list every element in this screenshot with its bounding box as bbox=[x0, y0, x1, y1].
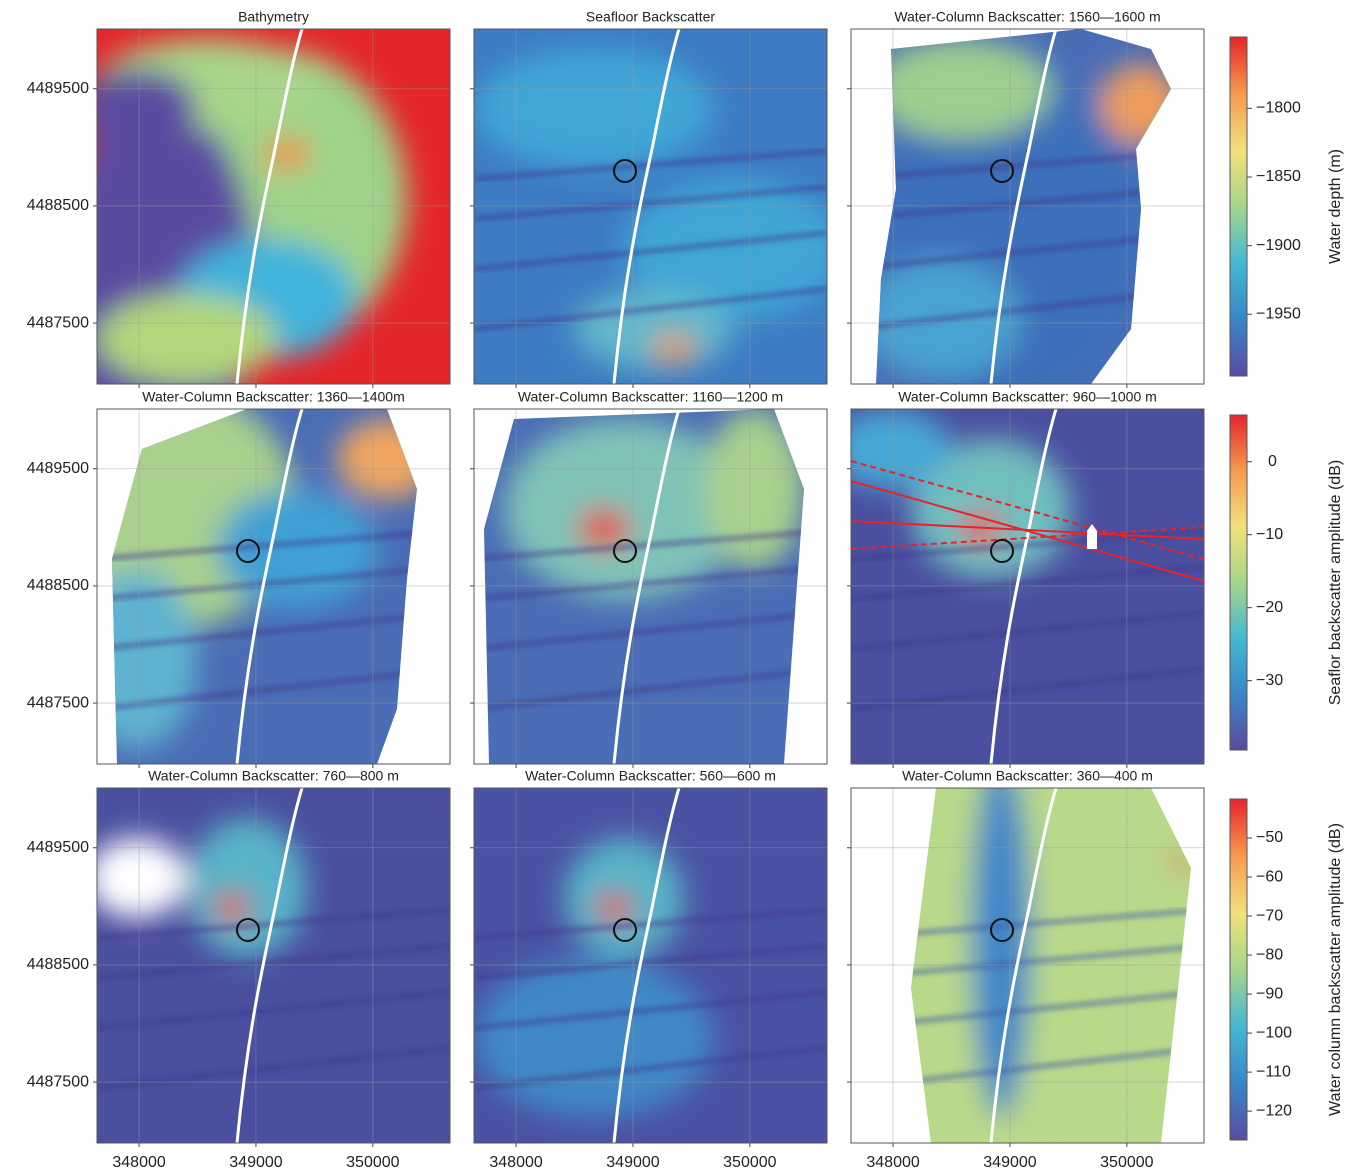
map-panel: Water-Column Backscatter: 1160—1200 m bbox=[470, 389, 827, 768]
colorbar-tick-label: −110 bbox=[1256, 1063, 1291, 1080]
page: 4487500 4488500 4489500 Bathymetry Seafloor … bbox=[0, 0, 1350, 1173]
x-tick-label: 350000 bbox=[1100, 1154, 1153, 1168]
colorbar-fill bbox=[1230, 415, 1247, 750]
colorbar-label: Water depth (m) bbox=[1327, 149, 1344, 264]
figure: 4487500 4488500 4489500 Bathymetry Seafloor … bbox=[0, 0, 1350, 1168]
y-tick-label: 4487500 bbox=[27, 314, 89, 331]
raster-blob bbox=[831, 409, 951, 489]
map-panel: 4487500 4488500 4489500 Water-Column Backsc… bbox=[27, 389, 450, 768]
raster-blob bbox=[214, 894, 250, 922]
raster-blob bbox=[579, 509, 629, 549]
panel-title: Water-Column Backscatter: 360—400 m bbox=[902, 768, 1153, 784]
raster bbox=[474, 788, 827, 1143]
y-tick-label: 4487500 bbox=[27, 694, 89, 711]
raster bbox=[851, 29, 1204, 409]
colorbar-tick-label: −80 bbox=[1256, 946, 1283, 963]
colorbar-tick-label: −50 bbox=[1256, 829, 1283, 846]
colorbar: −1800 −1850 −1900 −1950 Water depth (m) bbox=[1230, 37, 1344, 376]
raster-blob bbox=[97, 294, 277, 384]
map-panel: 348000 349000 350000 Water-Column Backscatt… bbox=[847, 758, 1204, 1168]
raster-shape bbox=[474, 409, 827, 764]
colorbar-fill bbox=[1230, 37, 1247, 376]
x-tick-label: 349000 bbox=[229, 1154, 282, 1168]
panel-title: Water-Column Backscatter: 1560—1600 m bbox=[894, 9, 1160, 25]
x-tick-label: 349000 bbox=[983, 1154, 1036, 1168]
raster bbox=[851, 758, 1204, 1168]
x-tick-label: 349000 bbox=[606, 1154, 659, 1168]
colorbar-tick-label: −1800 bbox=[1256, 100, 1301, 117]
panel-title: Seafloor Backscatter bbox=[586, 9, 716, 25]
y-tick-label: 4489500 bbox=[27, 80, 89, 97]
raster-blob bbox=[596, 894, 632, 922]
y-tick-label: 4488500 bbox=[27, 197, 89, 214]
raster bbox=[474, 409, 827, 764]
colorbar-tick-label: −20 bbox=[1256, 599, 1283, 616]
raster-blob bbox=[652, 335, 696, 363]
raster-blob bbox=[474, 958, 714, 1118]
y-tick-label: 4488500 bbox=[27, 956, 89, 973]
colorbar-tick-label: −60 bbox=[1256, 868, 1283, 885]
map-panel: 348000 349000 350000 4487500 4488500 4489500 W… bbox=[27, 768, 450, 1168]
raster bbox=[474, 29, 844, 384]
panel-title: Water-Column Backscatter: 560—600 m bbox=[525, 768, 776, 784]
map-panel: 4487500 4488500 4489500 Bathymetry bbox=[27, 9, 450, 479]
colorbar-tick-label: −30 bbox=[1256, 672, 1283, 689]
colorbar-tick-label: −120 bbox=[1256, 1102, 1292, 1119]
panel-title: Bathymetry bbox=[238, 9, 309, 25]
colorbar-tick-label: 0 bbox=[1268, 453, 1277, 470]
raster-blob bbox=[474, 49, 714, 169]
raster-blob bbox=[77, 69, 197, 149]
map-panel: Water-Column Backscatter: 960—1000 m bbox=[831, 389, 1204, 768]
colorbar-tick-label: −70 bbox=[1256, 907, 1283, 924]
panel-title: Water-Column Backscatter: 1160—1200 m bbox=[518, 389, 783, 405]
y-tick-label: 4489500 bbox=[27, 839, 89, 856]
colorbar-label: Water column backscatter amplitude (dB) bbox=[1327, 823, 1344, 1116]
colorbar: 0 −10 −20 −30 Seaflor backscatter amplitude … bbox=[1230, 415, 1344, 750]
map-panel: Water-Column Backscatter: 1560—1600 m bbox=[847, 9, 1204, 409]
x-tick-label: 348000 bbox=[489, 1154, 542, 1168]
raster bbox=[57, 389, 450, 764]
map-panel: Seafloor Backscatter bbox=[470, 9, 844, 388]
colorbar-tick-label: −100 bbox=[1256, 1024, 1292, 1041]
colorbar-tick-label: −10 bbox=[1256, 526, 1283, 543]
x-tick-label: 348000 bbox=[866, 1154, 919, 1168]
colorbar-tick-label: −1950 bbox=[1256, 305, 1301, 322]
raster bbox=[87, 788, 450, 1143]
x-tick-label: 350000 bbox=[723, 1154, 776, 1168]
panel-title: Water-Column Backscatter: 760—800 m bbox=[148, 768, 399, 784]
colorbar-tick-label: −90 bbox=[1256, 985, 1283, 1002]
map-panel: 348000 349000 350000 Water-Column Backscatt… bbox=[470, 768, 827, 1168]
y-tick-label: 4488500 bbox=[27, 577, 89, 594]
colorbar-tick-label: −1900 bbox=[1256, 237, 1301, 254]
panel-title: Water-Column Backscatter: 1360—1400m bbox=[142, 389, 404, 405]
colorbar-label: Seaflor backscatter amplitude (dB) bbox=[1327, 460, 1344, 705]
x-tick-label: 348000 bbox=[112, 1154, 165, 1168]
colorbar-fill bbox=[1230, 799, 1247, 1140]
y-tick-label: 4487500 bbox=[27, 1073, 89, 1090]
colorbar-tick-label: −1850 bbox=[1256, 168, 1301, 185]
raster-blob bbox=[87, 838, 187, 918]
colorbar: −50 −60 −70 −80 −90 −100 −110 −120 Water column … bbox=[1230, 799, 1344, 1140]
x-tick-label: 350000 bbox=[346, 1154, 399, 1168]
panel-title: Water-Column Backscatter: 960—1000 m bbox=[898, 389, 1157, 405]
y-tick-label: 4489500 bbox=[27, 460, 89, 477]
